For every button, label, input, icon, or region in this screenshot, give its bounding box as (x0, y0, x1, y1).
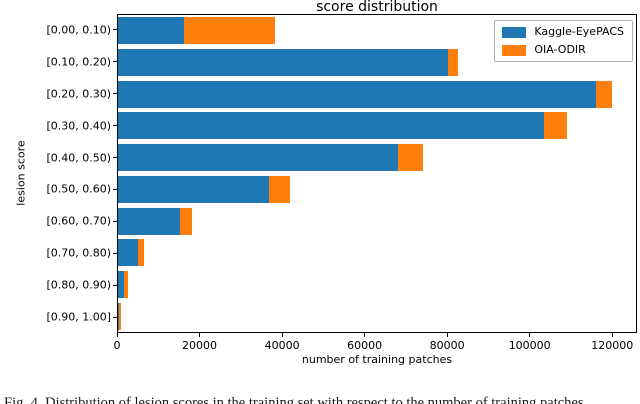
x-tick-label: 0 (113, 339, 121, 352)
bar-row (118, 237, 636, 269)
y-tick-mark (113, 93, 117, 95)
y-tick-label: [0.90, 1.00] (46, 310, 111, 324)
bar-segment-kaggle-eyepacs (118, 302, 120, 330)
stacked-bar (118, 112, 636, 140)
y-tick-label: [0.70, 0.80) (46, 246, 111, 260)
stacked-bar (118, 175, 636, 203)
x-tick-label: 20000 (182, 339, 218, 352)
bar-segment-kaggle-eyepacs (118, 144, 398, 172)
stacked-bar (118, 239, 636, 267)
x-tick-mark (611, 333, 613, 337)
y-tick-label: [0.00, 0.10) (46, 23, 111, 37)
bar-segment-oia-odir (397, 144, 424, 172)
x-tick-mark (199, 333, 201, 337)
legend-swatch-oia-odir (502, 44, 527, 56)
bar-segment-kaggle-eyepacs (118, 49, 449, 77)
bar-row (118, 174, 636, 206)
y-tick-label: [0.40, 0.50) (46, 151, 111, 165)
y-tick-label: [0.10, 0.20) (46, 55, 111, 69)
bar-segment-oia-odir (544, 112, 568, 140)
y-tick-label: [0.30, 0.40) (46, 119, 111, 133)
x-tick-mark (446, 333, 448, 337)
stacked-bar (118, 80, 636, 108)
legend-swatch-kaggle-eyepacs (502, 26, 527, 38)
bar-segment-kaggle-eyepacs (118, 239, 138, 267)
y-tick-mark (113, 61, 117, 63)
y-axis-label: lesion score (14, 140, 28, 206)
bar-segment-oia-odir (180, 207, 193, 235)
bar-segment-oia-odir (183, 17, 276, 45)
plot-area: Kaggle-EyePACS OIA-ODIR (117, 14, 637, 333)
y-tick-mark (113, 29, 117, 31)
y-tick-mark (113, 157, 117, 159)
figure-caption: Fig. 4. Distribution of lesion scores in… (4, 395, 588, 404)
y-tick-label: [0.80, 0.90) (46, 278, 111, 292)
bar-segment-oia-odir (268, 175, 290, 203)
y-tick-label: [0.60, 0.70) (46, 214, 111, 228)
x-tick-label: 40000 (264, 339, 300, 352)
bar-row (118, 269, 636, 301)
y-tick-mark (113, 220, 117, 222)
x-tick-mark (281, 333, 283, 337)
y-tick-mark (113, 316, 117, 318)
bar-row (118, 205, 636, 237)
y-tick-mark (113, 188, 117, 190)
bar-row (118, 78, 636, 110)
bar-segment-oia-odir (596, 80, 613, 108)
stacked-bar (118, 144, 636, 172)
x-tick-mark (116, 333, 118, 337)
bar-segment-oia-odir (124, 271, 129, 298)
bar-segment-oia-odir (119, 302, 122, 330)
bar-row (118, 300, 636, 332)
y-tick-label: [0.50, 0.60) (46, 182, 111, 196)
bar-row (118, 110, 636, 142)
stacked-bar (118, 271, 636, 298)
chart-title: score distribution (316, 0, 438, 15)
bar-row (118, 15, 636, 47)
legend-label: OIA-ODIR (534, 43, 586, 56)
x-tick-label: 80000 (429, 339, 465, 352)
bar-series-container (118, 15, 636, 332)
bar-segment-oia-odir (137, 239, 145, 267)
bar-row (118, 47, 636, 79)
x-tick-label: 100000 (508, 339, 551, 352)
x-axis-label: number of training patches (301, 353, 453, 366)
bar-segment-kaggle-eyepacs (118, 271, 125, 298)
bar-segment-kaggle-eyepacs (118, 17, 184, 45)
y-tick-mark (113, 284, 117, 286)
stacked-bar (118, 302, 636, 330)
bar-segment-kaggle-eyepacs (118, 175, 269, 203)
x-tick-label: 60000 (347, 339, 383, 352)
legend-item-oia-odir: OIA-ODIR (502, 44, 624, 56)
bar-row (118, 142, 636, 174)
legend-label: Kaggle-EyePACS (534, 25, 624, 38)
y-tick-mark (113, 125, 117, 127)
y-tick-mark (113, 252, 117, 254)
stacked-bar (118, 207, 636, 235)
x-tick-mark (364, 333, 366, 337)
x-tick-label: 120000 (591, 339, 634, 352)
bar-segment-kaggle-eyepacs (118, 207, 181, 235)
x-tick-mark (529, 333, 531, 337)
legend-item-kaggle-eyepacs: Kaggle-EyePACS (502, 26, 624, 38)
bar-segment-oia-odir (448, 49, 458, 77)
bar-segment-kaggle-eyepacs (118, 80, 597, 108)
bar-segment-kaggle-eyepacs (118, 112, 545, 140)
legend: Kaggle-EyePACS OIA-ODIR (494, 20, 633, 62)
stacked-bar (118, 49, 636, 77)
stacked-bar (118, 17, 636, 45)
y-tick-label: [0.20, 0.30) (46, 87, 111, 101)
